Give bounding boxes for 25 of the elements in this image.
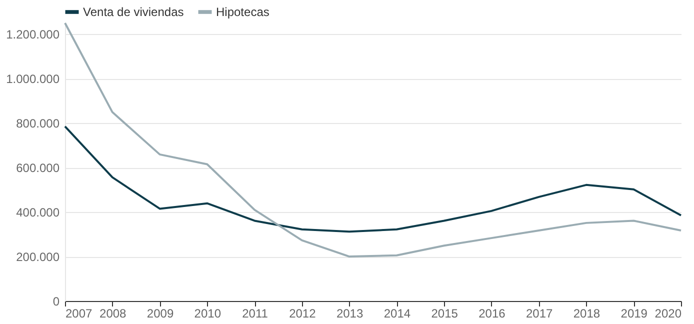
y-tick-label: 200.000 xyxy=(16,250,60,264)
x-tick-label: 2019 xyxy=(620,306,648,320)
line-series xyxy=(64,125,682,233)
x-tick-label: 2018 xyxy=(573,306,600,320)
y-tick-label: 400.000 xyxy=(16,206,60,220)
x-tick-label: 2015 xyxy=(431,306,458,320)
x-tick-label: 2013 xyxy=(336,306,364,320)
x-tick-label: 2009 xyxy=(146,306,174,320)
x-tick-label: 2010 xyxy=(194,306,222,320)
x-tick-label: 2008 xyxy=(100,306,127,320)
x-tick-label: 2012 xyxy=(289,306,316,320)
x-tick-label: 2016 xyxy=(478,306,506,320)
legend-label: Hipotecas xyxy=(216,5,270,19)
y-tick-label: 1.000.000 xyxy=(6,72,60,86)
legend-label: Venta de viviendas xyxy=(83,5,184,19)
y-tick-label: 800.000 xyxy=(16,116,60,131)
x-tick-label: 2020 xyxy=(654,306,682,320)
line-series xyxy=(64,22,682,258)
x-tick-label: 2014 xyxy=(384,306,411,320)
y-tick-label: 0 xyxy=(52,294,60,308)
y-tick-label: 600.000 xyxy=(16,161,60,176)
x-tick-label: 2017 xyxy=(526,306,554,320)
x-tick-label: 2007 xyxy=(66,306,93,320)
y-tick-label: 1.200.000 xyxy=(6,28,60,42)
x-tick-label: 2011 xyxy=(242,306,268,320)
